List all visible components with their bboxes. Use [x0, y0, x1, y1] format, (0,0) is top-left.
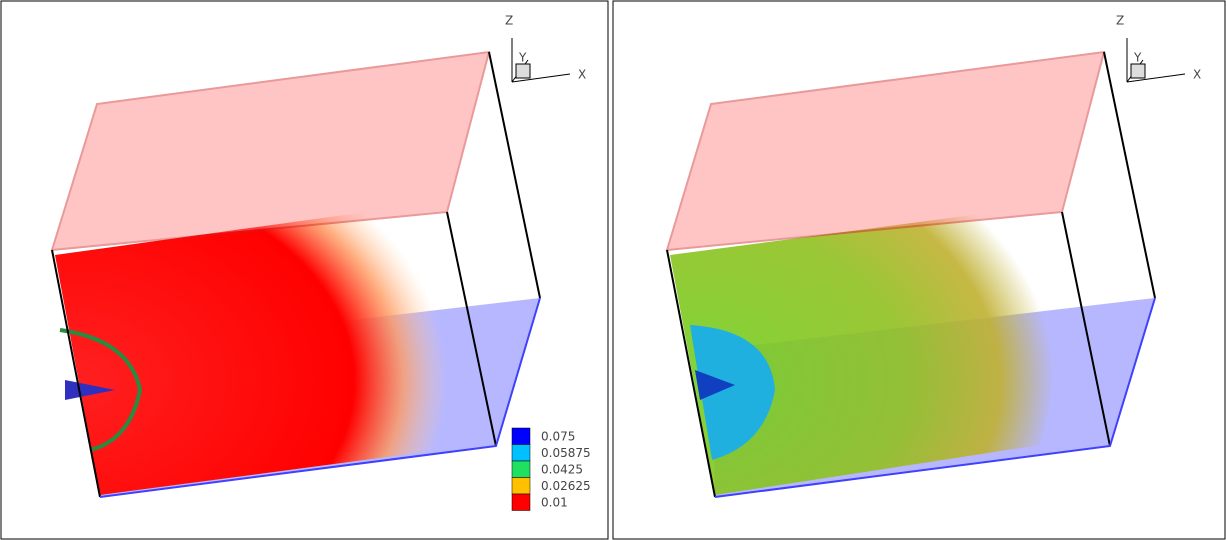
- legend-swatch: [512, 494, 530, 511]
- legend-swatch: [512, 478, 530, 495]
- legend-label: 0.01: [541, 496, 568, 510]
- legend-label: 0.05875: [541, 446, 591, 460]
- isosurface: [55, 210, 448, 495]
- axis-label: X: [578, 68, 586, 82]
- axis-label: Y: [518, 51, 527, 65]
- axis-label: Y: [1133, 51, 1142, 65]
- panel-right: Z Y X: [613, 1, 1225, 539]
- legend-label: 0.0425: [541, 463, 583, 477]
- axis-cube: [516, 64, 530, 78]
- axis-label: X: [1193, 68, 1201, 82]
- screen: Z Y X 0.075 0.05875 0.0425 0.02625 0.01 Z Y …: [0, 0, 1226, 540]
- panel-left: Z Y X 0.075 0.05875 0.0425 0.02625 0.01: [1, 1, 608, 539]
- axis-label: Z: [505, 14, 513, 28]
- legend-label: 0.02625: [541, 479, 591, 493]
- axis-label: Z: [1116, 14, 1124, 28]
- legend-swatch: [512, 428, 530, 445]
- legend-swatch: [512, 445, 530, 462]
- page: Z Y X 0.075 0.05875 0.0425 0.02625 0.01 Z Y …: [0, 0, 1226, 540]
- legend-label: 0.075: [541, 430, 575, 444]
- axis-cube: [1131, 64, 1145, 78]
- legend-swatch: [512, 461, 530, 478]
